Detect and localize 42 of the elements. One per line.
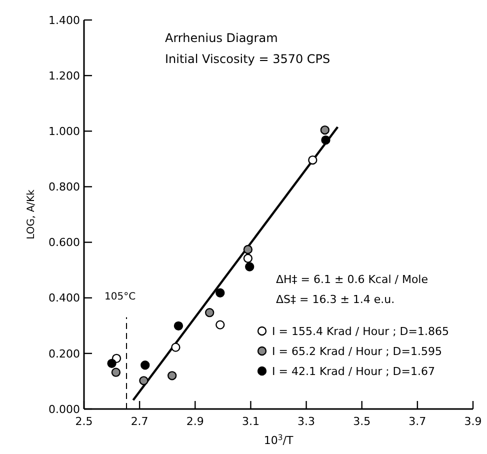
y-tick-label: 0.000 <box>48 402 80 416</box>
y-tick-label: 0.400 <box>48 292 80 305</box>
x-tick-label: 2.7 <box>130 415 148 428</box>
x-axis-title: 10$^{3}$/T <box>264 432 294 447</box>
y-axis-title: LOG, A/Kk <box>26 189 37 240</box>
x-tick-label: 3.5 <box>353 415 371 428</box>
x-tick-label: 3.3 <box>298 415 316 428</box>
text: Arrhenius Diagram <box>165 31 278 45</box>
annotation: ΔH‡ = 6.1 ± 0.6 Kcal / Mole <box>276 273 428 286</box>
x-tick-label: 3.1 <box>242 415 260 428</box>
x-tick-label: 3.7 <box>408 415 426 428</box>
y-tick-label: 0.800 <box>48 180 80 194</box>
x-tick-label: 2.5 <box>75 415 93 428</box>
point <box>107 358 116 368</box>
point <box>174 321 184 330</box>
legend-label: I = 65.2 Krad / Hour ; D=1.595 <box>272 344 442 358</box>
x-tick-label: 2.9 <box>186 415 204 428</box>
ref-line-label: 105°C <box>104 291 136 302</box>
point <box>320 125 330 135</box>
annotation: ΔS‡ = 16.3 ± 1.4 e.u. <box>276 293 395 306</box>
point <box>171 342 180 352</box>
y-tick-label: 1.000 <box>48 124 80 138</box>
point <box>216 320 225 330</box>
point <box>243 244 253 254</box>
y-tick-label: 0.600 <box>48 236 80 250</box>
point <box>139 376 148 386</box>
point <box>321 135 330 145</box>
legend-label: I = 42.1 Krad / Hour ; D=1.67 <box>272 364 435 378</box>
point <box>243 254 253 263</box>
x-tick-label: 3.9 <box>464 415 482 428</box>
text: Initial Viscosity = 3570 CPS <box>165 52 330 66</box>
point <box>111 368 121 377</box>
legend-label: I = 155.4 Krad / Hour ; D=1.865 <box>272 324 449 338</box>
y-tick-label: 1.400 <box>48 14 80 27</box>
point <box>216 288 225 298</box>
point <box>245 262 254 272</box>
y-tick-label: 1.200 <box>48 69 80 82</box>
point <box>205 308 214 318</box>
point <box>308 155 318 165</box>
point <box>140 360 150 370</box>
y-tick-label: 0.200 <box>48 347 80 360</box>
point <box>167 371 177 380</box>
